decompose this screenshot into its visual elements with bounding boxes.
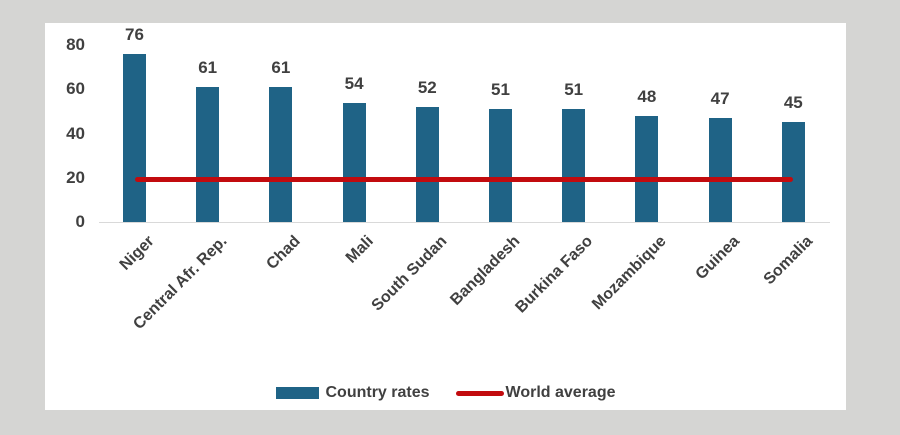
chart-panel: 0 20 40 60 80 76 Niger 61 Central Afr. Rep. 61 Cha…: [45, 23, 846, 410]
bar-value-label: 61: [271, 58, 291, 78]
bar: [342, 102, 366, 222]
bar-value-label: 47: [710, 89, 730, 108]
x-axis-label: South Sudan: [368, 232, 451, 315]
chart-legend: Country rates World average: [45, 383, 846, 403]
bar-value-label: 48: [637, 86, 657, 106]
y-axis-tick-label: 40: [66, 123, 85, 143]
bar-value-label: 61: [198, 58, 218, 78]
y-axis-tick-label: 60: [66, 79, 85, 99]
legend-label: Country rates: [325, 384, 430, 401]
legend-item-world-average: World average: [455, 383, 616, 403]
x-axis-label: Chad: [263, 232, 304, 274]
x-axis-label: Bangladesh: [447, 232, 524, 309]
plot-area: 0 20 40 60 80 76 Niger 61 Central Afr. Rep. 61 Cha…: [45, 23, 846, 410]
bar: [708, 118, 732, 222]
bar-value-label: 51: [491, 80, 510, 100]
legend-label: World average: [505, 384, 616, 401]
x-axis-label: Burkina Faso: [512, 232, 597, 317]
y-axis-tick-label: 20: [66, 167, 85, 187]
legend-bar-swatch-icon: [275, 387, 319, 399]
y-axis-tick-label: 0: [75, 212, 85, 231]
bar: [196, 87, 220, 222]
x-axis-label: Guinea: [692, 232, 743, 284]
bar-value-label: 54: [344, 73, 364, 93]
bar-value-label: 51: [564, 80, 584, 100]
bar: [415, 106, 439, 222]
bar-value-label: 45: [783, 93, 803, 113]
x-axis-line: [99, 222, 830, 223]
bar: [781, 122, 805, 222]
x-axis-label: Mozambique: [589, 232, 670, 314]
bar-value-label: 76: [125, 24, 144, 44]
y-axis-tick-label: 80: [66, 35, 85, 54]
bar: [269, 87, 293, 222]
bar-value-label: 52: [417, 77, 437, 97]
bar: [635, 115, 659, 222]
x-axis-label: Mali: [342, 232, 377, 267]
legend-item-country-rates: Country rates: [275, 383, 430, 403]
bar: [489, 109, 512, 222]
legend-line-swatch-icon: [455, 390, 504, 396]
world-average-line: [134, 177, 794, 183]
bar: [562, 109, 586, 222]
x-axis-label: Somalia: [760, 232, 817, 289]
bar: [123, 53, 146, 222]
x-axis-label: Niger: [116, 232, 158, 274]
